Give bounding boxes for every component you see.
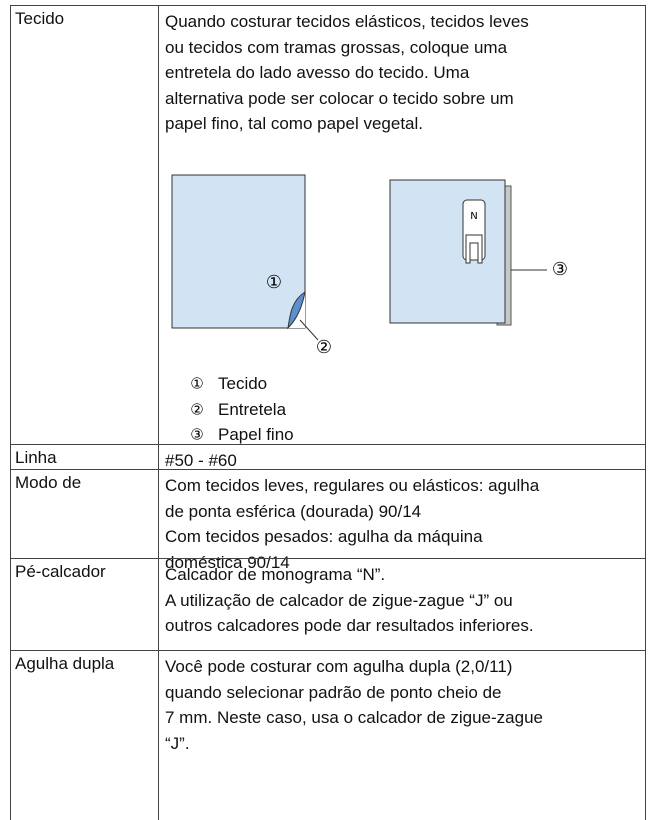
illustration: ① ② ③ N ① ② ③	[171, 174, 568, 444]
callout-marker: ②	[316, 337, 332, 358]
table-row: Linha #50 - #60	[10, 444, 646, 470]
row-content: #50 - #60	[165, 448, 237, 474]
legend-marker: ②	[190, 401, 203, 419]
table-row: Tecido Quando costurar tecidos elásticos,…	[10, 5, 646, 444]
text-line: de ponta esférica (dourada) 90/14	[165, 501, 422, 521]
text-line: 7 mm. Neste caso, usa o calcador de zigu…	[165, 708, 543, 727]
text-line: entretela do lado avesso do tecido. Uma	[165, 63, 470, 82]
column-divider	[158, 6, 159, 444]
text-line: ou tecidos com tramas grossas, coloque u…	[165, 37, 508, 57]
callout-marker: ①	[266, 272, 282, 293]
column-divider	[158, 470, 159, 558]
fabric-left	[171, 174, 306, 329]
text-line: “J”.	[165, 733, 190, 753]
table-row: Pé-calcador Calcador de monograma “N”. A u…	[10, 558, 646, 650]
row-label: Pé-calcador	[15, 562, 106, 581]
table-row: Modo de Com tecidos leves, regulares ou e…	[10, 469, 646, 572]
row-content: Você pode costurar com agulha dupla (2,0…	[165, 654, 543, 756]
table-row: Agulha dupla Você pode costurar com agulh…	[10, 650, 646, 820]
legend-text: Papel fino	[218, 425, 294, 444]
legend-text: Entretela	[218, 400, 287, 419]
text-line: outros calcadores pode dar resultados in…	[165, 616, 534, 635]
row-label: Agulha dupla	[15, 654, 115, 673]
column-divider	[158, 651, 159, 820]
text-line: Quando costurar tecidos elásticos, tecid…	[165, 12, 529, 31]
text-line: Você pode costurar com agulha dupla (2,0…	[165, 657, 513, 676]
row-content: Quando costurar tecidos elásticos, tecid…	[165, 9, 529, 137]
text-line: A utilização de calcador de zigue-zague …	[165, 590, 513, 610]
row-label: Modo de	[15, 473, 82, 492]
text-line: Com tecidos pesados: agulha da máquina	[165, 527, 483, 546]
stabilizer-curl	[287, 290, 306, 330]
column-divider	[158, 559, 159, 650]
row-label: Tecido	[15, 9, 65, 28]
text-line: #50 - #60	[165, 451, 237, 470]
legend-marker: ①	[190, 375, 203, 393]
fabric-right	[389, 179, 506, 324]
text-line: doméstica 90/14	[165, 552, 290, 572]
page: (() => { const data = JSON.parse(documen…	[10, 5, 646, 820]
row-content: Com tecidos leves, regulares ou elástico…	[165, 473, 539, 575]
legend-text: Tecido	[218, 374, 268, 393]
callout-marker: ③	[552, 259, 568, 280]
text-line: Com tecidos leves, regulares ou elástico…	[165, 476, 540, 495]
foot-letter: N	[470, 211, 477, 222]
legend-marker: ③	[190, 426, 203, 444]
text-line: alternativa pode ser colocar o tecido so…	[165, 88, 514, 108]
text-line: quando selecionar padrão de ponto cheio …	[165, 682, 502, 702]
row-content: Calcador de monograma “N”. A utilização d…	[165, 562, 534, 639]
text-line: papel fino, tal como papel vegetal.	[165, 114, 424, 133]
text-line: Calcador de monograma “N”.	[165, 565, 386, 584]
column-divider	[158, 445, 159, 469]
row-label: Linha	[15, 448, 57, 467]
